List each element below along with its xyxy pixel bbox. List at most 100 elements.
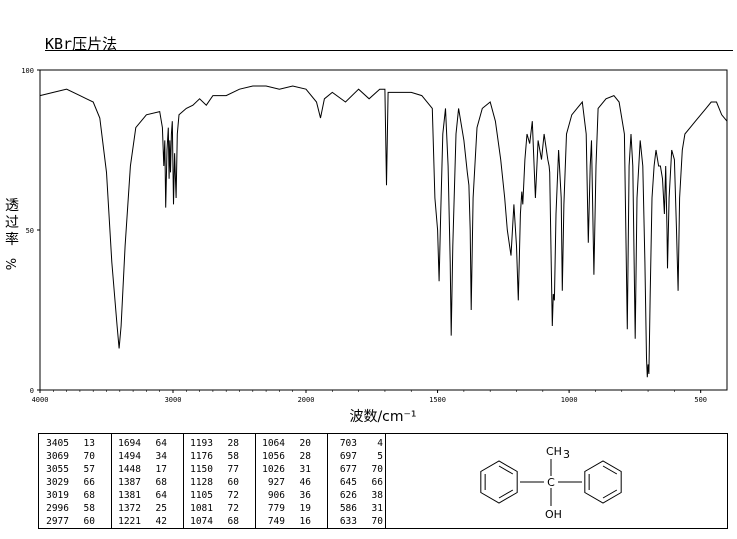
table-divider [111,434,112,528]
peak-transmittance: 16 [299,516,311,527]
peak-wavenumber: 1372 [118,503,141,514]
peak-table-row: 1081 72 [187,502,239,515]
x-tick-label: 1000 [561,396,578,404]
peak-transmittance: 17 [155,464,167,475]
peak-transmittance: 20 [299,438,311,449]
peak-transmittance: 72 [227,490,239,501]
peak-transmittance: 5 [377,451,383,462]
peak-wavenumber: 1026 [262,464,285,475]
peak-transmittance: 31 [299,464,311,475]
peak-table-column: 703 4 697 5 677 70 645 66 626 38 586 31 633 70 [331,437,383,528]
peak-table-row: 1381 64 [115,489,167,502]
peak-table-row: 1387 68 [115,476,167,489]
peak-transmittance: 70 [83,451,95,462]
peak-wavenumber: 1494 [118,451,141,462]
peak-table-row: 2996 58 [43,502,95,515]
aromatic-double-bond [498,489,514,499]
peak-transmittance: 28 [227,438,239,449]
peak-transmittance: 66 [371,477,383,488]
peak-table-column: 1064 20 1056 28 1026 31 927 46 906 36 779 19 749 16 [259,437,311,528]
ir-spectrum-chart: 0 50 100 4000 3000 2000 1500 1000 500 波数/cm⁻¹ 透过率% [5,67,728,425]
peak-table-row: 779 19 [259,502,311,515]
peak-table-row: 3019 68 [43,489,95,502]
y-axis-label-unit: % [5,258,20,270]
peak-transmittance: 28 [299,451,311,462]
y-tick-label: 0 [30,387,34,395]
table-divider [327,434,328,528]
peak-wavenumber: 2977 [46,516,69,527]
peak-wavenumber: 697 [339,451,357,462]
methyl-subscript: 3 [563,448,570,461]
peak-table: 3405 13 3069 70 3055 57 3029 66 3019 68 2996 58 2977… [38,433,728,529]
peak-wavenumber: 1056 [262,451,285,462]
peak-table-row: 1494 34 [115,450,167,463]
peak-table-row: 1056 28 [259,450,311,463]
peak-table-row: 697 5 [331,450,383,463]
peak-wavenumber: 1081 [190,503,213,514]
peak-table-row: 703 4 [331,437,383,450]
peak-wavenumber: 3029 [46,477,69,488]
peak-transmittance: 34 [155,451,167,462]
y-axis-label-char: 透 [5,198,19,214]
aromatic-double-bond [498,465,514,475]
x-tick-label: 3000 [165,396,182,404]
peak-transmittance: 46 [299,477,311,488]
y-tick-label: 100 [21,67,34,75]
peak-transmittance: 60 [227,477,239,488]
peak-wavenumber: 1128 [190,477,213,488]
peak-transmittance: 64 [155,438,167,449]
center-carbon-label: C [547,476,555,489]
peak-wavenumber: 906 [267,490,285,501]
peak-wavenumber: 703 [339,438,357,449]
y-tick-label: 50 [26,227,34,235]
peak-table-row: 3405 13 [43,437,95,450]
peak-table-column: 1694 64 1494 34 1448 17 1387 68 1381 64 1372 25 1221… [115,437,167,528]
methyl-label: CH [546,445,562,458]
peak-wavenumber: 633 [339,516,357,527]
x-axis-label: 波数/cm⁻¹ [349,409,416,425]
peak-wavenumber: 626 [339,490,357,501]
peak-table-row: 1074 68 [187,515,239,528]
peak-table-row: 1026 31 [259,463,311,476]
peak-wavenumber: 749 [267,516,285,527]
spectrum-line [39,85,728,378]
peak-transmittance: 77 [227,464,239,475]
x-tick-label: 1500 [429,396,446,404]
x-tick-label: 4000 [32,396,49,404]
peak-table-row: 1064 20 [259,437,311,450]
peak-wavenumber: 677 [339,464,357,475]
peak-wavenumber: 645 [339,477,357,488]
aromatic-double-bond [602,489,618,499]
peak-table-row: 1221 42 [115,515,167,528]
peak-wavenumber: 586 [339,503,357,514]
peak-wavenumber: 1074 [190,516,213,527]
y-axis-label-char: 过 [5,215,19,231]
peak-wavenumber: 1381 [118,490,141,501]
peak-transmittance: 70 [371,516,383,527]
peak-table-row: 1448 17 [115,463,167,476]
peak-table-row: 1193 28 [187,437,239,450]
x-tick-label: 2000 [298,396,315,404]
peak-wavenumber: 1105 [190,490,213,501]
peak-table-row: 906 36 [259,489,311,502]
spectrum-title: KBr压片法 [45,35,118,53]
peak-wavenumber: 1448 [118,464,141,475]
peak-wavenumber: 779 [267,503,285,514]
peak-transmittance: 38 [371,490,383,501]
peak-wavenumber: 1064 [262,438,285,449]
peak-wavenumber: 1387 [118,477,141,488]
peak-transmittance: 64 [155,490,167,501]
table-divider [183,434,184,528]
peak-wavenumber: 2996 [46,503,69,514]
peak-transmittance: 19 [299,503,311,514]
peak-table-row: 749 16 [259,515,311,528]
title-underline [45,50,733,51]
peak-table-row: 3029 66 [43,476,95,489]
peak-transmittance: 31 [371,503,383,514]
table-divider [385,434,386,528]
peak-transmittance: 42 [155,516,167,527]
y-axis-label-char: 率 [5,231,19,248]
peak-wavenumber: 1176 [190,451,213,462]
peak-table-column: 3405 13 3069 70 3055 57 3029 66 3019 68 2996 58 2977… [43,437,95,528]
